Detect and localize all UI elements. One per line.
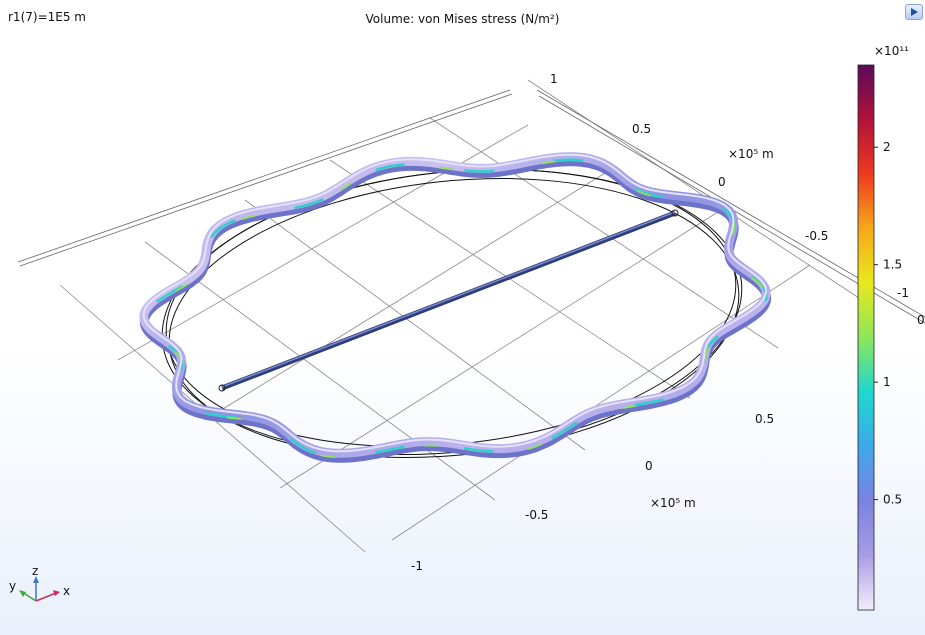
x-unit-label: ×10⁵ m — [650, 496, 696, 510]
x-tick-label: 0 — [645, 459, 653, 473]
graphics-toolbar-button[interactable] — [905, 4, 923, 20]
floor-tick-label: 0 — [917, 313, 925, 327]
colorbar: ×10¹¹ 0.5 1 1.5 2 — [857, 44, 909, 611]
axis-ticks: -1 -0.5 0 0.5 ×10⁵ m 1 0.5 0 -0.5 ×10⁵ m… — [411, 72, 925, 573]
floor-tick-label: -1 — [897, 286, 909, 300]
colorbar-multiplier: ×10¹¹ — [874, 44, 909, 58]
colorbar-tick-label: 1.5 — [883, 258, 902, 272]
triad-z-label: z — [32, 564, 38, 578]
triad-x-label: x — [63, 584, 70, 598]
colorbar-tick-label: 2 — [883, 140, 891, 154]
triad-y-label: y — [9, 579, 16, 593]
y-arrow-icon — [19, 590, 26, 597]
plot-title: Volume: von Mises stress (N/m²) — [365, 12, 560, 26]
colorbar-tick-label: 0.5 — [883, 493, 902, 507]
z-arrow-icon — [33, 576, 39, 583]
x-tick-label: -0.5 — [525, 508, 548, 522]
y-tick-label: -0.5 — [805, 229, 828, 243]
y-tick-label: 0.5 — [632, 122, 651, 136]
ring-tube — [139, 152, 771, 458]
x-tick-label: 0.5 — [755, 412, 774, 426]
x-arrow-icon — [53, 590, 60, 596]
y-tick-label: 0 — [718, 175, 726, 189]
x-tick-label: -1 — [411, 559, 423, 573]
y-tick-label: 1 — [550, 72, 558, 86]
y-unit-label: ×10⁵ m — [728, 147, 774, 161]
colorbar-tick-label: 1 — [883, 375, 891, 389]
axis-triad: z x y — [9, 564, 70, 602]
diagonal-rod — [218, 209, 679, 392]
deformed-ring — [139, 152, 772, 463]
parameter-label: r1(7)=1E5 m — [8, 10, 86, 24]
ring-highlight — [142, 153, 767, 453]
